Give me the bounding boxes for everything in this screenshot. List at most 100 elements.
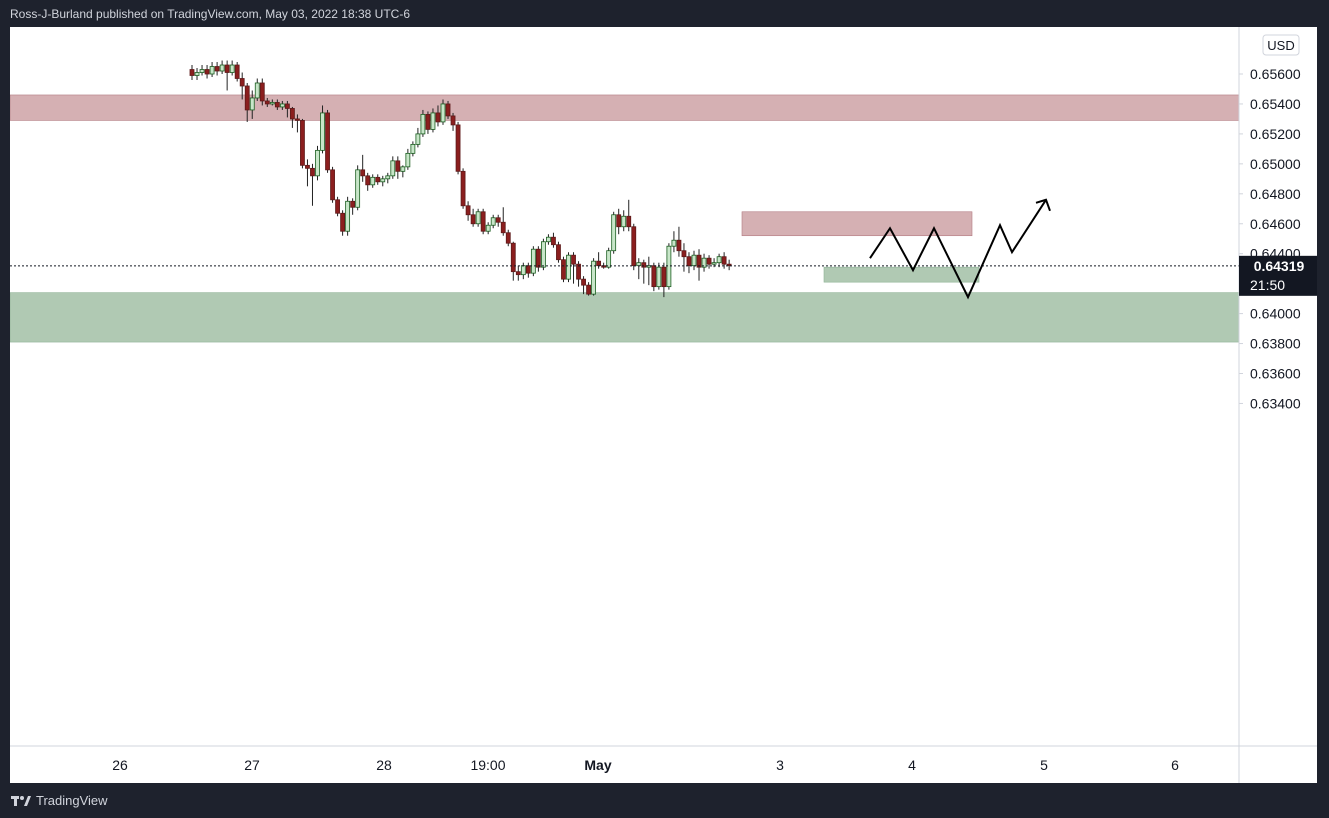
tradingview-brand[interactable]: TradingView	[11, 793, 108, 808]
candle	[586, 282, 591, 296]
candle	[616, 208, 622, 235]
price-tick: 0.65600	[1250, 66, 1301, 82]
candle	[656, 262, 662, 290]
candle	[209, 62, 215, 77]
arrowhead-icon	[1035, 198, 1051, 212]
candle-body	[325, 112, 330, 171]
candle-body	[465, 205, 471, 216]
candle-body	[320, 112, 325, 151]
candle-body	[701, 257, 707, 268]
candle	[726, 259, 732, 271]
candle-body	[305, 164, 310, 169]
candle	[410, 141, 416, 157]
candle-body	[726, 263, 732, 267]
candle-body	[340, 212, 346, 232]
candle	[415, 127, 421, 148]
time-tick: 3	[776, 757, 784, 773]
candle	[214, 62, 220, 76]
candle	[611, 211, 617, 254]
candle	[470, 208, 476, 227]
candle-body	[390, 160, 396, 177]
chart-svg[interactable]: 0.65600 0.65400 0.65200 0.65000 0.64800 0.646…	[10, 27, 1317, 783]
candle-body	[279, 103, 285, 108]
candle-body	[636, 262, 642, 267]
brand-name: TradingView	[36, 793, 108, 808]
candle	[520, 262, 526, 280]
candle-body	[350, 200, 356, 208]
candle-body	[425, 114, 431, 130]
time-tick: 4	[908, 757, 916, 773]
candle-body	[315, 149, 320, 177]
candle	[621, 210, 627, 232]
candle-body	[370, 176, 376, 186]
candle	[591, 258, 596, 296]
candle-body	[530, 248, 536, 274]
candle	[455, 121, 461, 175]
projected-path[interactable]	[869, 199, 1047, 300]
candle	[561, 256, 566, 283]
last-price-label	[1239, 255, 1317, 296]
candle	[691, 250, 697, 271]
candle-body	[566, 254, 571, 280]
candle-body	[259, 82, 265, 102]
candle-body	[254, 82, 260, 99]
candle-body	[380, 178, 386, 183]
currency-button[interactable]	[1262, 34, 1300, 56]
candle	[440, 99, 446, 125]
candle	[400, 165, 406, 178]
candle-body	[671, 239, 677, 247]
price-scale[interactable]: 0.65600 0.65400 0.65200 0.65000 0.64800 0.646…	[1239, 66, 1301, 411]
candle-body	[229, 64, 235, 73]
candle	[395, 156, 401, 179]
candle-body	[455, 124, 461, 172]
candle	[335, 196, 340, 217]
candle	[671, 231, 677, 253]
candle	[551, 232, 556, 248]
candle	[631, 223, 637, 271]
candle-body	[470, 214, 476, 225]
candle-body	[224, 64, 230, 73]
candle	[525, 262, 531, 278]
candle	[380, 175, 386, 187]
candle	[641, 259, 647, 284]
candle	[571, 252, 576, 284]
candle-body	[209, 66, 215, 75]
candle	[289, 106, 295, 128]
candle	[300, 118, 305, 169]
price-tick: 0.64600	[1250, 216, 1301, 232]
supply-zone[interactable]	[741, 211, 973, 237]
candle	[676, 226, 682, 257]
price-tick: 0.64800	[1250, 186, 1301, 202]
candle	[189, 65, 195, 80]
candle-body	[239, 78, 245, 87]
candle-body	[385, 175, 391, 180]
candle	[530, 246, 536, 277]
candle-body	[485, 224, 491, 232]
candle-body	[581, 278, 586, 286]
demand-zone[interactable]	[10, 292, 1240, 343]
candle-body	[686, 256, 692, 267]
candle	[310, 163, 315, 206]
candle-body	[621, 215, 627, 228]
candle-body	[375, 176, 381, 183]
candle-body	[535, 248, 541, 268]
candle-body	[681, 250, 687, 258]
candle	[721, 252, 727, 269]
candle	[510, 241, 516, 281]
candle	[435, 105, 441, 127]
chart-area[interactable]	[10, 27, 1317, 783]
time-tick: 5	[1040, 757, 1048, 773]
candles-layer	[189, 60, 732, 298]
candle-body	[551, 236, 556, 246]
candle-body	[219, 64, 225, 72]
candle	[420, 109, 426, 137]
demand-zone[interactable]	[823, 266, 980, 283]
candle	[606, 247, 612, 269]
candle	[696, 249, 702, 281]
candle-body	[691, 254, 697, 267]
supply-zone[interactable]	[10, 94, 1240, 121]
candle-body	[606, 250, 612, 268]
candle	[515, 265, 521, 281]
time-scale[interactable]: 26 27 28 19:00 May 3 4 5 6	[112, 757, 1179, 773]
candle	[305, 159, 310, 187]
